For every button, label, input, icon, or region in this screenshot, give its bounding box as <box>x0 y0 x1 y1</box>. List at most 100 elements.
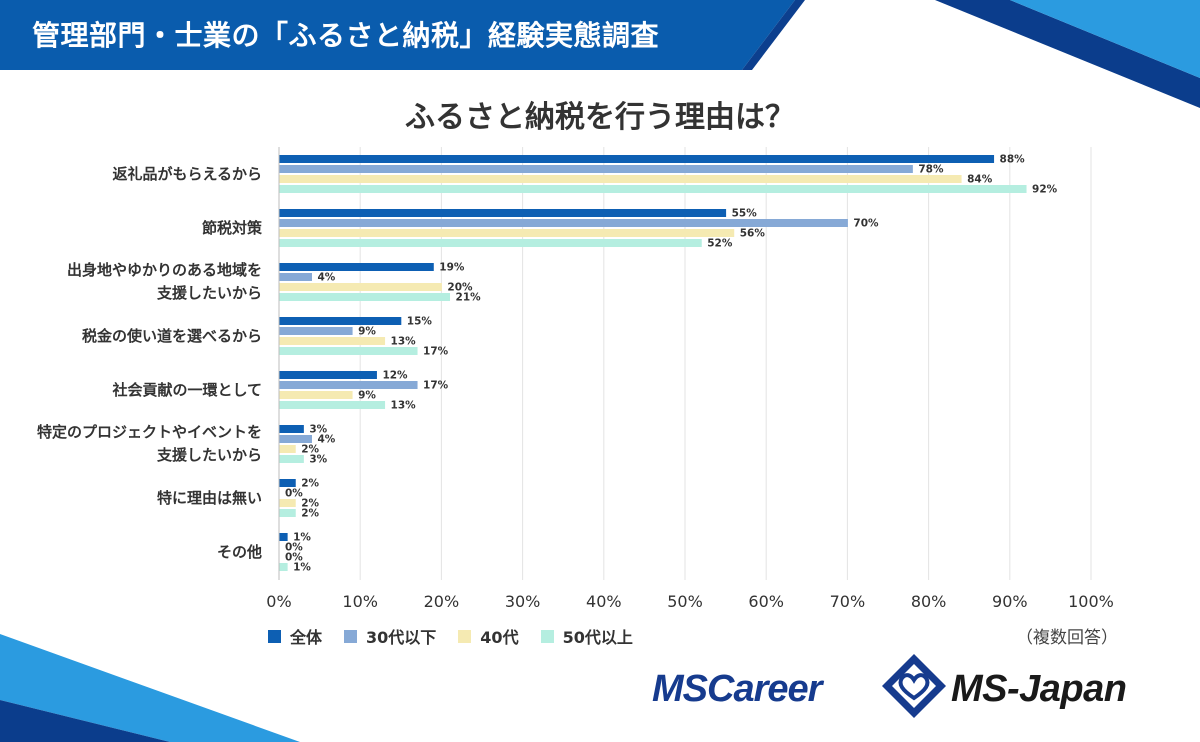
data-label: 21% <box>456 292 482 304</box>
data-label: 13% <box>391 336 417 348</box>
x-tick-label: 70% <box>830 592 866 611</box>
x-tick-label: 80% <box>911 592 947 611</box>
data-label: 2% <box>301 444 319 456</box>
x-tick-label: 20% <box>424 592 460 611</box>
category-label-line: 支援したいから <box>156 446 262 464</box>
bar <box>279 371 377 379</box>
bar <box>279 533 288 541</box>
data-label: 92% <box>1032 184 1058 196</box>
header-banner-edge <box>742 0 805 70</box>
data-label: 4% <box>317 434 335 446</box>
bar <box>279 435 312 443</box>
data-label: 19% <box>439 262 465 274</box>
data-label: 88% <box>1000 154 1026 166</box>
data-label: 0% <box>285 542 303 554</box>
top-right-stripe-light <box>1010 0 1200 78</box>
category-label-line: 節税対策 <box>201 218 262 237</box>
bar <box>279 293 451 301</box>
bar <box>279 273 312 281</box>
x-tick-label: 60% <box>748 592 784 611</box>
data-label: 9% <box>358 326 376 338</box>
data-label: 84% <box>967 174 993 186</box>
data-label: 0% <box>285 552 303 564</box>
bar <box>279 209 727 217</box>
bar <box>279 401 386 409</box>
legend-label: 30代以下 <box>366 628 437 647</box>
data-label: 1% <box>293 532 311 544</box>
x-tick-label: 100% <box>1068 592 1114 611</box>
data-label: 70% <box>853 218 879 230</box>
x-tick-label: 0% <box>266 592 291 611</box>
data-label: 55% <box>732 208 758 220</box>
data-label: 1% <box>293 562 311 574</box>
bottom-left-stripe-dark <box>0 700 170 742</box>
data-label: 0% <box>285 488 303 500</box>
legend-item-all: 全体 <box>268 624 322 648</box>
legend-item-50s-and-over: 50代以上 <box>540 624 633 648</box>
bar <box>279 347 418 355</box>
category-label: 税金の使い道を選べるから <box>82 325 262 348</box>
x-tick-label: 50% <box>667 592 703 611</box>
data-label: 17% <box>423 380 449 392</box>
category-label-line: 社会貢献の一環として <box>112 380 262 399</box>
bar <box>279 479 296 487</box>
x-tick-label: 10% <box>342 592 378 611</box>
legend-label: 50代以上 <box>562 628 633 647</box>
category-label: その他 <box>217 541 262 564</box>
legend-swatch <box>540 629 554 643</box>
bar <box>279 509 296 517</box>
bar <box>279 263 434 271</box>
x-tick-label: 40% <box>586 592 622 611</box>
bar <box>279 219 848 227</box>
bar <box>279 445 296 453</box>
bar <box>279 229 735 237</box>
multiple-answer-note: （複数回答） <box>1016 628 1118 648</box>
bar <box>279 425 304 433</box>
ms-japan-diamond-icon <box>882 654 946 718</box>
category-label: 社会貢献の一環として <box>112 379 262 402</box>
category-label: 特に理由は無い <box>157 487 262 510</box>
category-label: 出身地やゆかりのある地域を 支援したいから <box>67 259 262 305</box>
legend-swatch <box>344 629 358 643</box>
data-label: 12% <box>382 370 408 382</box>
bar <box>279 381 418 389</box>
x-tick-label: 90% <box>992 592 1028 611</box>
data-label: 20% <box>447 282 473 294</box>
bar <box>279 337 386 345</box>
data-label: 2% <box>301 498 319 510</box>
bar <box>279 185 1027 193</box>
bar <box>279 239 702 247</box>
data-label: 78% <box>918 164 944 176</box>
category-label-line: 返礼品がもらえるから <box>112 164 262 183</box>
legend-label: 40代 <box>480 628 519 647</box>
bar <box>279 283 442 291</box>
header-banner <box>0 0 795 70</box>
category-label-line: 特に理由は無い <box>156 488 262 507</box>
bar <box>279 317 402 325</box>
x-tick-label: 30% <box>505 592 541 611</box>
data-label: 52% <box>707 238 733 250</box>
category-label-line: 支援したいから <box>156 284 262 302</box>
bar <box>279 391 353 399</box>
bottom-left-stripe-light <box>0 634 300 742</box>
data-label: 2% <box>301 478 319 490</box>
chart-title: ふるさと納税を行う理由は？ <box>405 100 795 135</box>
legend-item-30s-and-under: 30代以下 <box>344 624 436 648</box>
data-label: 9% <box>358 390 376 402</box>
data-label: 3% <box>309 454 327 466</box>
category-label: 節税対策 <box>202 217 262 240</box>
data-label: 13% <box>391 400 417 412</box>
data-label: 15% <box>407 316 433 328</box>
data-label: 17% <box>423 346 449 358</box>
category-label-line: 税金の使い道を選べるから <box>81 326 262 345</box>
bar <box>279 455 304 463</box>
category-label: 返礼品がもらえるから <box>112 163 262 186</box>
page-title: 管理部門・士業の「ふるさと納税」経験実態調査 <box>32 19 660 52</box>
chart-legend: 全体 30代以下 40代 50代以上 <box>268 624 655 648</box>
bar <box>279 175 962 183</box>
bar <box>279 155 995 163</box>
data-label: 4% <box>317 272 335 284</box>
mscareer-logo: MSCareer <box>652 668 822 710</box>
